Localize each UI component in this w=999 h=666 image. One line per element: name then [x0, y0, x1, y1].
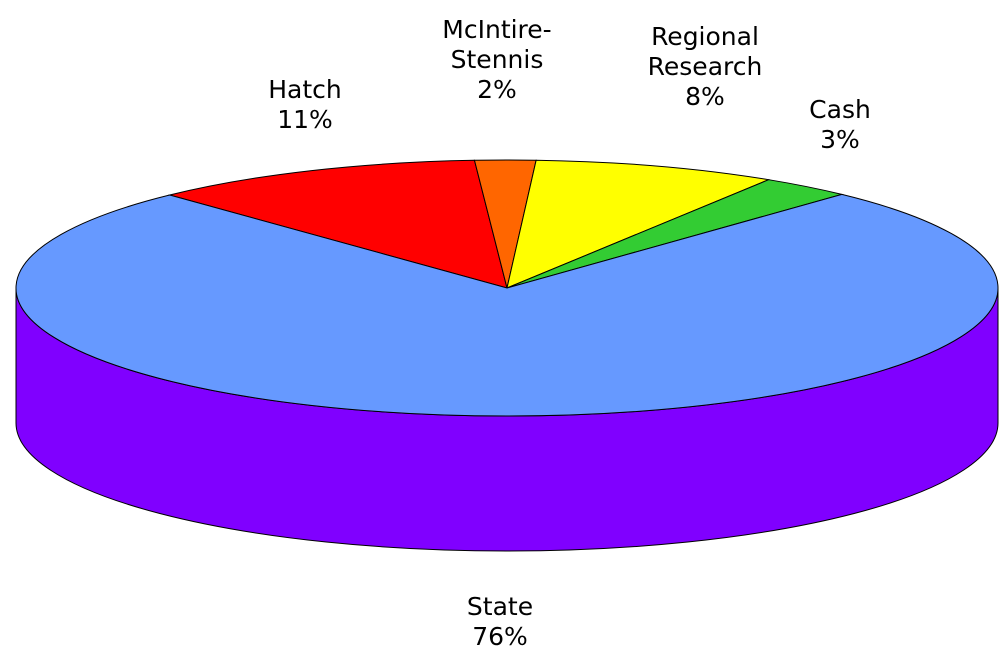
slice-label: Cash: [809, 95, 871, 124]
slice-label: State: [466, 592, 534, 621]
pie-slice: [506, 159, 771, 289]
pie-slice: [167, 159, 508, 289]
slice-label: Regional Research: [647, 22, 763, 81]
slice-value-label: 8%: [685, 82, 725, 111]
pie-slice: [15, 193, 999, 417]
slice-label: Hatch: [268, 75, 342, 104]
slice-value-label: 76%: [472, 622, 528, 651]
slice-value-label: 2%: [477, 75, 517, 104]
slice-value-label: 3%: [820, 125, 860, 154]
slice-label: McIntire-Stennis: [442, 15, 552, 74]
slice-value-label: 11%: [277, 105, 333, 134]
